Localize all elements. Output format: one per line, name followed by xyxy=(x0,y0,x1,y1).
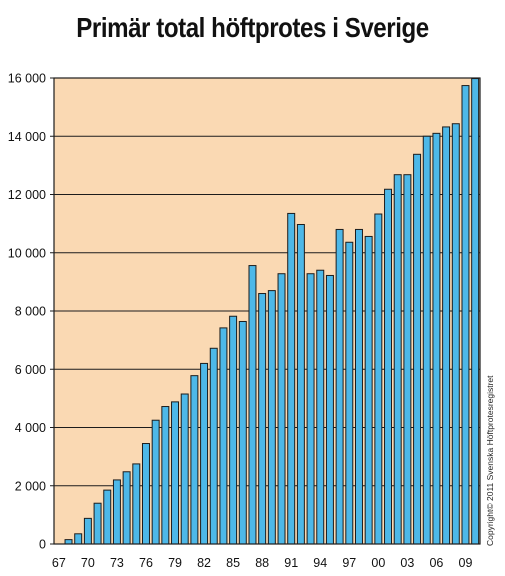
x-tick-label: 06 xyxy=(429,556,443,570)
bar-1996 xyxy=(335,228,344,545)
bars xyxy=(64,78,480,545)
y-tick-label: 2 000 xyxy=(15,479,46,493)
bar-2001 xyxy=(384,188,393,545)
bar-1969 xyxy=(74,533,83,545)
bar-1975 xyxy=(132,463,141,545)
bar-1978 xyxy=(161,406,170,545)
bar-1973 xyxy=(112,479,121,545)
y-tick-label: 14 000 xyxy=(8,130,46,144)
bar-1994 xyxy=(316,269,325,545)
bar-1985 xyxy=(229,315,238,545)
bar-2009 xyxy=(461,85,470,545)
x-tick-label: 97 xyxy=(342,556,356,570)
y-tick-label: 6 000 xyxy=(15,363,46,377)
y-tick-label: 8 000 xyxy=(15,305,46,319)
bar-1988 xyxy=(258,293,267,545)
x-tick-label: 09 xyxy=(459,556,473,570)
bar-2008 xyxy=(451,123,460,545)
x-tick-label: 94 xyxy=(313,556,327,570)
bar-1972 xyxy=(103,489,112,545)
x-tick-label: 82 xyxy=(197,556,211,570)
bar-1982 xyxy=(200,362,209,545)
x-tick-label: 79 xyxy=(168,556,182,570)
bar-1987 xyxy=(248,265,257,545)
copyright-text: Copyright© 2011 Svenska Höftprotesregist… xyxy=(485,375,495,546)
y-tick-label: 12 000 xyxy=(8,188,46,202)
bar-1989 xyxy=(267,290,276,545)
x-tick-label: 73 xyxy=(110,556,124,570)
bar-1983 xyxy=(209,347,218,545)
bar-2007 xyxy=(442,126,451,545)
bar-1995 xyxy=(325,274,334,545)
x-tick-label: 67 xyxy=(52,556,66,570)
plot-border xyxy=(53,77,481,545)
bar-2010 xyxy=(471,78,480,545)
bar-1980 xyxy=(180,393,189,545)
x-tick-label: 91 xyxy=(284,556,298,570)
x-tick-label: 85 xyxy=(226,556,240,570)
bar-1971 xyxy=(93,502,102,545)
bar-1968 xyxy=(64,539,73,545)
y-tick-label: 10 000 xyxy=(8,246,46,260)
bar-1970 xyxy=(83,517,92,545)
bar-1977 xyxy=(151,419,160,545)
x-axis-tick-labels: 67 70 73 76 79 82 85 88 91 94 97 00 03 06 09 xyxy=(52,556,473,570)
y-axis-tick-labels: 0 2 000 4 000 6 000 8 000 10 000 12 000 14 000 1… xyxy=(8,72,46,552)
bar-2005 xyxy=(422,135,431,545)
bar-1984 xyxy=(219,327,228,545)
bar-2000 xyxy=(374,213,383,545)
x-tick-label: 76 xyxy=(139,556,153,570)
x-tick-label: 70 xyxy=(81,556,95,570)
bar-1981 xyxy=(190,375,199,545)
bar-2006 xyxy=(432,132,441,545)
bar-1990 xyxy=(277,273,286,545)
bar-2004 xyxy=(413,153,422,545)
bar-1992 xyxy=(296,223,305,545)
bar-1979 xyxy=(171,401,180,545)
x-tick-label: 88 xyxy=(255,556,269,570)
bar-2003 xyxy=(403,174,412,545)
bar-1974 xyxy=(122,471,131,545)
x-tick-label: 00 xyxy=(371,556,385,570)
bar-1997 xyxy=(345,241,354,545)
x-tick-label: 03 xyxy=(400,556,414,570)
bar-1976 xyxy=(141,443,150,545)
y-tick-label: 4 000 xyxy=(15,421,46,435)
bar-2002 xyxy=(393,174,402,545)
bar-1986 xyxy=(238,320,247,545)
chart-title: Primär total höftprotes i Sverige xyxy=(76,12,429,43)
y-tick-label: 0 xyxy=(39,538,46,552)
bar-1991 xyxy=(287,212,296,545)
bar-1993 xyxy=(306,273,315,545)
y-tick-label: 16 000 xyxy=(8,72,46,86)
bar-1999 xyxy=(364,235,373,545)
bar-1998 xyxy=(354,228,363,545)
